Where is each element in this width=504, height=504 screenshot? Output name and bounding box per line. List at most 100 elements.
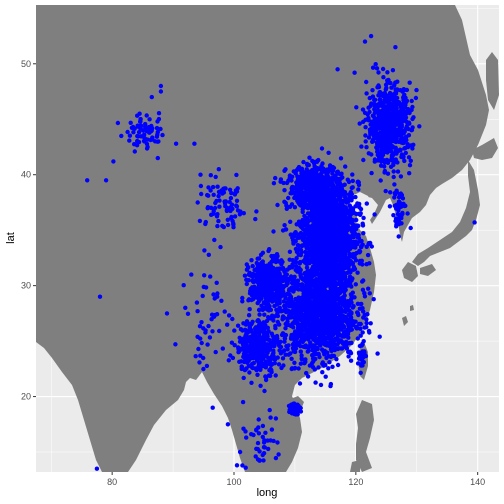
data-point (280, 228, 286, 233)
data-point (345, 257, 350, 263)
data-point (405, 142, 410, 147)
data-point (336, 216, 341, 221)
data-point (246, 313, 252, 318)
data-point (402, 129, 407, 134)
data-point (250, 271, 256, 277)
data-point (294, 313, 299, 318)
data-point (308, 308, 313, 313)
data-point (306, 313, 311, 319)
data-point (356, 182, 362, 188)
data-point (380, 121, 385, 127)
data-point (266, 329, 271, 334)
data-point (364, 91, 369, 96)
data-point (407, 163, 413, 168)
data-point (256, 307, 262, 313)
data-point (295, 269, 300, 274)
data-point (266, 306, 271, 312)
data-point (291, 234, 297, 239)
data-point (256, 319, 261, 324)
data-point (266, 346, 271, 351)
data-point (388, 157, 394, 163)
data-point (283, 326, 288, 331)
data-point (256, 280, 261, 286)
data-point (329, 230, 334, 235)
data-point (353, 194, 358, 200)
data-point (304, 331, 309, 336)
data-point (298, 267, 303, 273)
data-point (314, 223, 319, 228)
data-point (363, 125, 368, 130)
data-point (392, 151, 397, 156)
data-point (294, 264, 299, 269)
data-point (397, 111, 402, 117)
data-point (410, 116, 415, 122)
data-point (252, 350, 258, 355)
data-point (388, 190, 393, 195)
data-point (327, 360, 332, 365)
data-point (323, 362, 328, 368)
data-point (323, 312, 329, 318)
data-point (304, 323, 310, 328)
data-point (379, 137, 384, 142)
data-point (267, 247, 272, 252)
data-point (271, 291, 276, 297)
data-point (354, 324, 359, 330)
data-point (368, 321, 373, 326)
data-point (317, 262, 322, 267)
data-point (244, 347, 249, 353)
data-point (333, 313, 338, 318)
data-point (347, 251, 352, 257)
data-point (316, 365, 321, 370)
data-point (352, 231, 357, 236)
data-point (355, 270, 360, 275)
data-point (411, 142, 416, 147)
data-point (336, 243, 341, 249)
data-point (396, 100, 402, 105)
data-point (331, 353, 337, 359)
data-point (349, 296, 354, 302)
data-point (409, 98, 414, 104)
data-point (342, 194, 348, 200)
data-point (367, 109, 372, 115)
data-point (293, 230, 298, 235)
data-point (349, 340, 354, 346)
data-point (237, 339, 243, 344)
data-point (300, 237, 306, 242)
data-point (267, 358, 272, 364)
data-point (329, 295, 334, 301)
data-point (364, 79, 369, 85)
data-point (296, 366, 301, 371)
data-point (279, 332, 285, 338)
data-point (288, 323, 294, 329)
data-point (338, 309, 343, 314)
data-point (352, 252, 357, 257)
data-point (292, 305, 298, 310)
data-point (342, 293, 347, 298)
data-point (358, 370, 363, 375)
data-point (315, 272, 320, 277)
data-point (338, 227, 343, 232)
data-point (331, 307, 337, 312)
data-point (248, 348, 253, 353)
japan-hokkaido (472, 138, 498, 160)
data-point (391, 110, 396, 115)
data-point (271, 354, 276, 359)
data-point (258, 262, 263, 267)
data-point (369, 101, 374, 106)
data-point (325, 341, 330, 346)
data-point (280, 308, 285, 313)
data-point (404, 99, 409, 105)
data-point (269, 259, 274, 264)
data-point (323, 168, 328, 174)
data-point (353, 217, 359, 223)
data-point (313, 263, 318, 268)
data-point (388, 122, 393, 128)
data-point (281, 299, 286, 304)
data-point (295, 326, 301, 331)
data-point (262, 326, 267, 331)
data-point (240, 342, 246, 347)
data-point (300, 217, 305, 223)
data-point (310, 347, 315, 353)
data-point (280, 317, 285, 322)
data-point (401, 140, 406, 146)
